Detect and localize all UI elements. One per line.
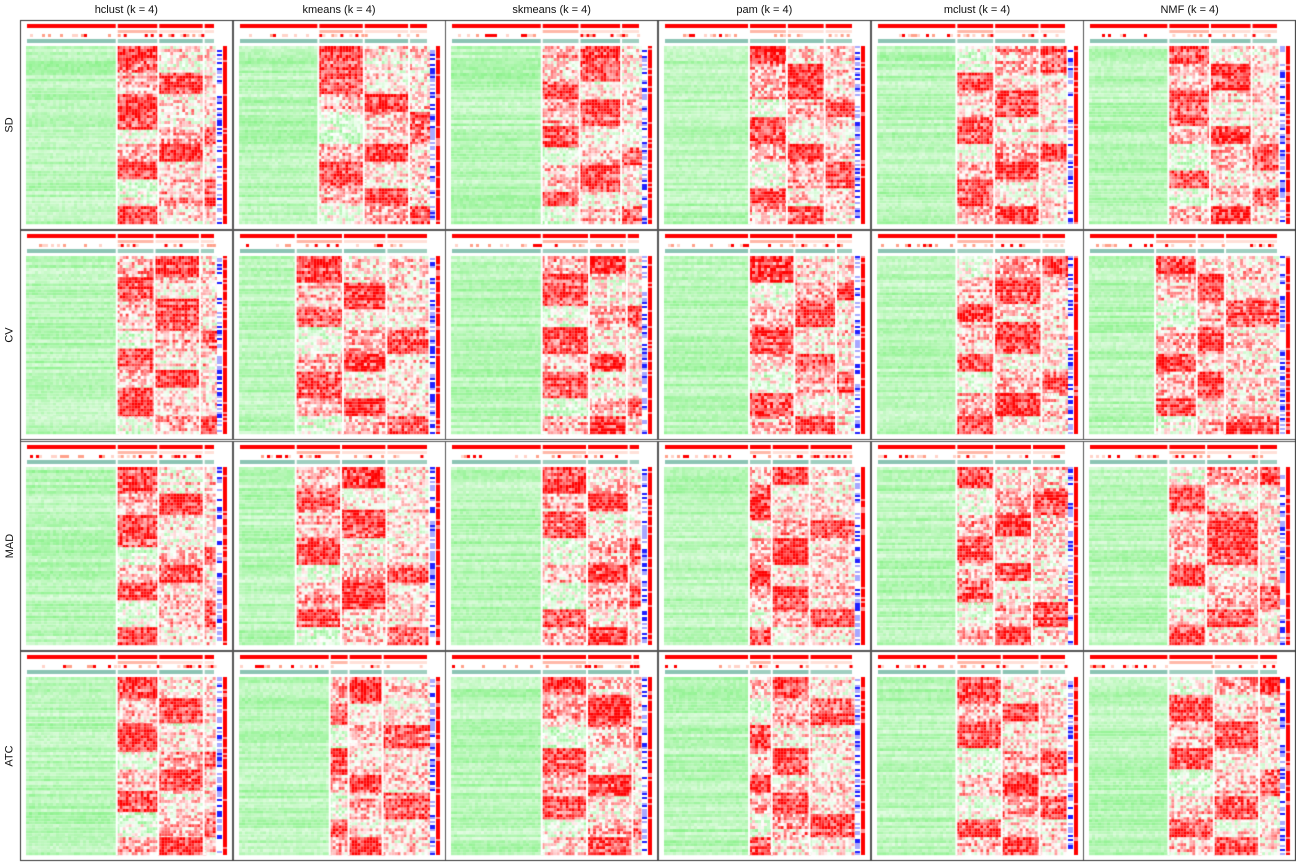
heatmap-grid-canvas	[0, 0, 1296, 864]
